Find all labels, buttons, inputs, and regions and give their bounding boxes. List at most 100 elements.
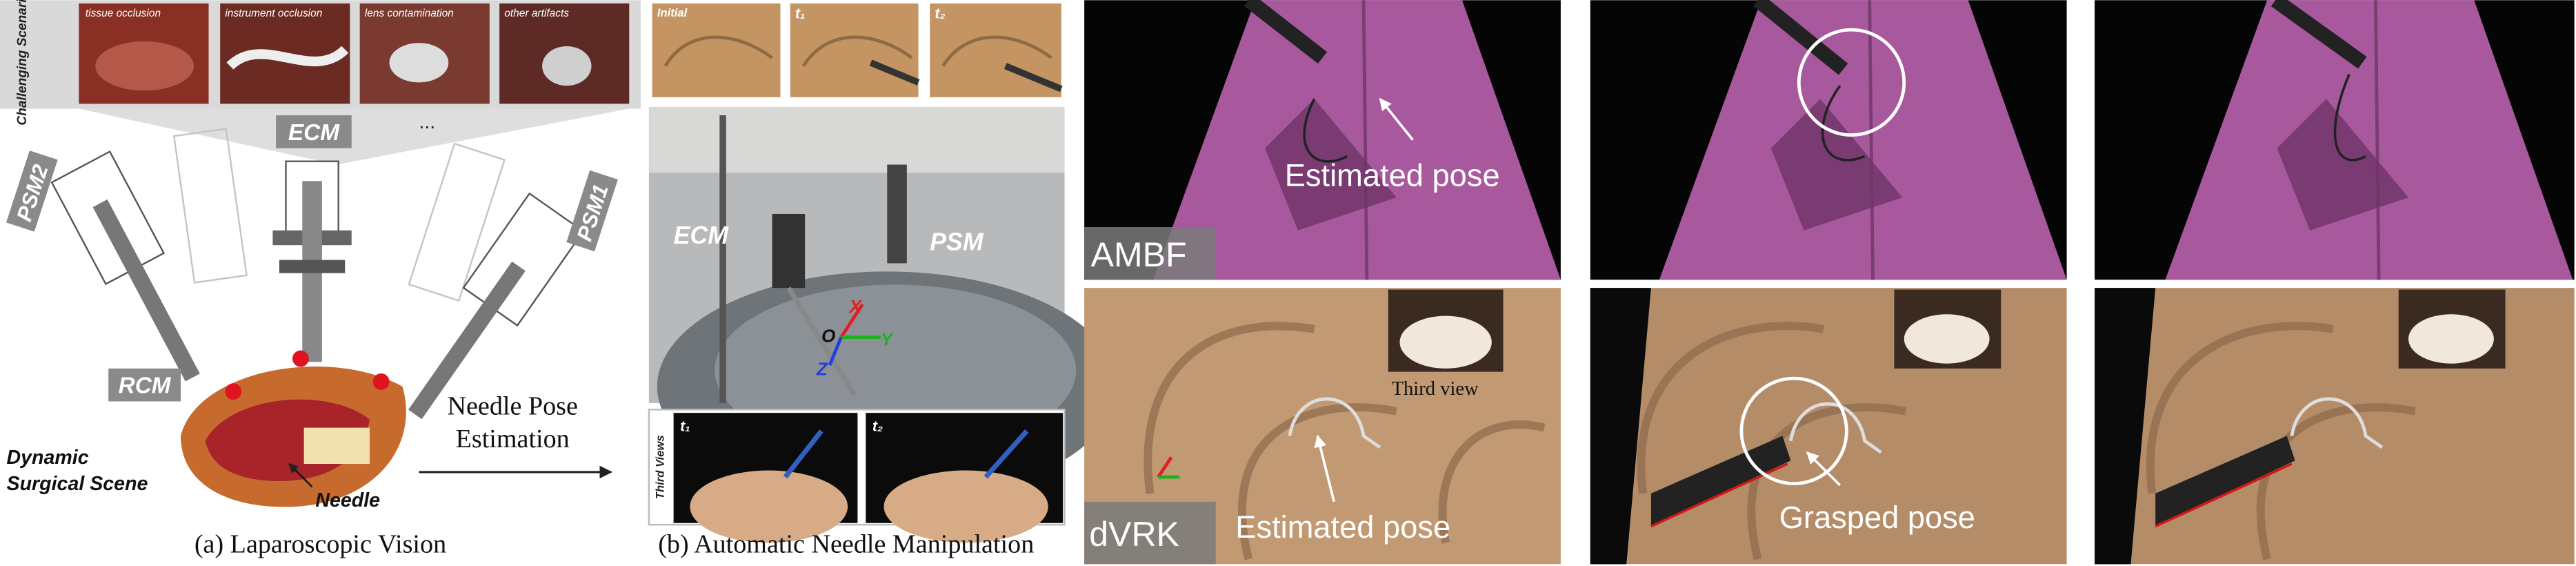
- rcm-label: RCM: [119, 373, 172, 399]
- highlight-circle: [1797, 28, 1906, 137]
- psm2-tag: PSM2: [6, 150, 58, 232]
- tool: [1004, 63, 1063, 92]
- photo-psm-label: PSM: [930, 228, 984, 255]
- row-tag: [1084, 501, 1216, 565]
- rcm-point: [292, 350, 309, 367]
- tool: [1650, 436, 1791, 527]
- axis-z: [828, 336, 843, 367]
- tool-shadow: [2277, 99, 2409, 231]
- psm2-shaft: [92, 199, 200, 382]
- third-view-label: t₁: [680, 418, 690, 434]
- thumb-detail: [389, 43, 449, 83]
- row-tag: [1084, 227, 1216, 280]
- needle: [1303, 73, 2366, 163]
- scenario-label: lens contamination: [365, 8, 454, 19]
- ellipsis: ...: [419, 111, 435, 133]
- annotation-arrow: [1314, 434, 1335, 502]
- photo-psm: [887, 164, 907, 264]
- tag-box: [566, 170, 618, 252]
- psm1-tag: PSM1: [566, 170, 618, 252]
- tool: [2155, 436, 2295, 527]
- tool: [1244, 0, 1328, 64]
- view-funnel: [79, 108, 630, 165]
- ecm-tag: [276, 115, 352, 148]
- photo-shaft: [786, 286, 857, 396]
- tool-shadow: [1770, 99, 1903, 231]
- third-views-title: Third Views: [653, 435, 666, 499]
- annotation-arrow: [1806, 451, 1841, 487]
- third-view-tissue: [883, 470, 1048, 543]
- tool: [869, 59, 920, 86]
- x-label: X: [848, 296, 863, 317]
- annotation: Estimated pose: [1285, 157, 1500, 193]
- tool: [1753, 0, 1848, 75]
- rcm-point: [372, 373, 390, 390]
- panel-b: Initial t₁ t₂ ECM PSM O X Y Z Third View…: [648, 3, 1117, 559]
- ghost-arm: [172, 128, 248, 284]
- frame-axis: [1157, 456, 1173, 478]
- scenario-label: other artifacts: [504, 8, 569, 19]
- ambf-board: [1659, 0, 2067, 280]
- annotation: Grasped pose: [1779, 500, 1975, 535]
- tissue-fold: [1144, 322, 2416, 560]
- inset-tissue: [1399, 315, 1492, 369]
- thumb-detail: [95, 41, 194, 91]
- tissue-fold: [663, 35, 1052, 67]
- arrow-label: Estimation: [456, 424, 570, 453]
- y-label: Y: [881, 329, 895, 350]
- rcm-tag: [108, 368, 181, 402]
- needle: [1288, 397, 2384, 454]
- step-thumb: [790, 3, 919, 97]
- row-label: dVRK: [1089, 515, 1179, 554]
- anatomy-spine: [303, 427, 370, 465]
- axis-x: [839, 303, 864, 338]
- ambf-board: [1153, 0, 1561, 280]
- psm1-shaft: [408, 261, 526, 420]
- thumb-detail: [226, 46, 349, 70]
- ambf-board: [2165, 0, 2573, 280]
- scenario-title: Challenging Scenarios: [15, 0, 30, 126]
- psm2-arm: [50, 150, 200, 382]
- inset-tissue: [1904, 314, 1990, 364]
- dark-edge: [1590, 288, 1651, 565]
- photo-ecm-label: ECM: [674, 222, 730, 249]
- highlight-circle: [1739, 376, 1848, 485]
- third-view-tool: [984, 429, 1029, 479]
- results-ambf: Estimated pose AMBF: [1084, 0, 2575, 280]
- needle-label: Needle: [315, 489, 380, 511]
- third-view-tool: [783, 429, 823, 479]
- origin-label: O: [821, 326, 835, 347]
- annotation: Estimated pose: [1235, 509, 1450, 545]
- ghost-arms: [172, 128, 506, 302]
- tool: [2270, 0, 2367, 69]
- z-label: Z: [816, 358, 828, 379]
- annotation-arrow: [1379, 97, 1414, 141]
- step-label: Initial: [657, 6, 688, 19]
- scene-label: Dynamic: [7, 447, 89, 469]
- needle-pointer: [288, 463, 313, 488]
- scene-label: Surgical Scene: [7, 473, 148, 495]
- rcm-point: [225, 383, 242, 400]
- inset-tissue: [2408, 314, 2494, 364]
- ghost-arm: [408, 142, 506, 302]
- caption-a: (a) Laparoscopic Vision: [194, 530, 446, 559]
- step-label: t₁: [795, 5, 806, 21]
- arrow-label: Needle Pose: [447, 392, 577, 421]
- scenario-label: instrument occlusion: [225, 8, 322, 19]
- ecm-arm: [272, 160, 352, 362]
- panel-a: Challenging Scenarios tissue occlusion i…: [0, 0, 641, 559]
- thumb-detail: [542, 46, 592, 86]
- ecm-collar: [279, 260, 346, 273]
- third-view-label: t₂: [872, 418, 883, 434]
- row-label: AMBF: [1091, 235, 1187, 274]
- third-view-tissue: [690, 470, 848, 543]
- tool-shadow: [1265, 99, 1397, 231]
- scenario-thumbs: tissue occlusion instrument occlusion le…: [79, 3, 630, 104]
- board-seam: [1361, 0, 2381, 280]
- tag-box: [6, 150, 58, 232]
- inset-label: Third view: [1392, 378, 1479, 400]
- caption-b: (b) Automatic Needle Manipulation: [658, 530, 1034, 559]
- photo-ceiling: [648, 107, 1065, 173]
